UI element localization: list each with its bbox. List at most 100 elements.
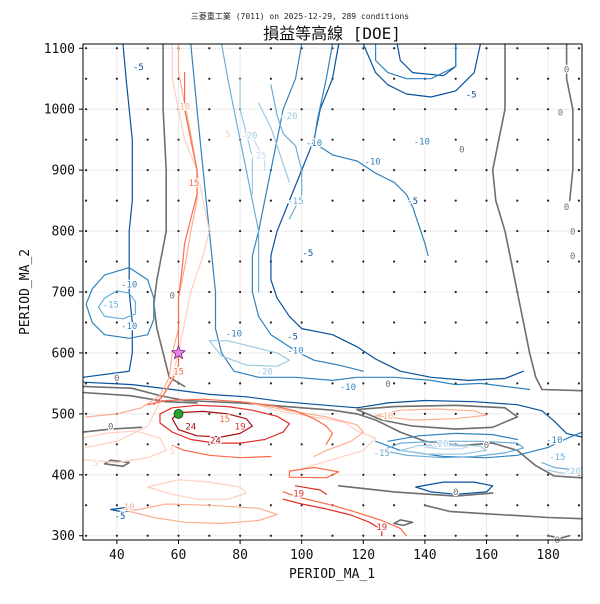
contour-label: -10 bbox=[121, 281, 137, 291]
doe-point bbox=[331, 229, 334, 233]
doe-point bbox=[454, 260, 457, 263]
doe-point bbox=[269, 77, 272, 80]
doe-point bbox=[146, 229, 149, 233]
doe-point bbox=[146, 321, 149, 324]
doe-point bbox=[516, 382, 519, 385]
doe-point bbox=[362, 534, 365, 537]
contour-line-neg10 bbox=[387, 432, 518, 442]
doe-point bbox=[577, 473, 581, 476]
contour-label: 0 bbox=[453, 488, 458, 498]
doe-point bbox=[547, 473, 550, 476]
doe-point bbox=[84, 412, 88, 415]
doe-point bbox=[208, 260, 211, 263]
doe-point bbox=[362, 382, 365, 385]
contour-line-neg20 bbox=[208, 340, 290, 367]
doe-point bbox=[362, 77, 365, 80]
contour-line-neg20 bbox=[258, 102, 290, 183]
doe-point bbox=[577, 229, 581, 233]
doe-point bbox=[485, 169, 488, 172]
contour-label: 10 bbox=[179, 103, 190, 113]
doe-point bbox=[331, 138, 334, 141]
doe-point bbox=[115, 169, 118, 172]
contour-line-neg25 bbox=[424, 445, 469, 450]
contour-line-neg15 bbox=[381, 440, 525, 459]
doe-point bbox=[547, 351, 550, 355]
doe-point bbox=[238, 382, 242, 385]
doe-point bbox=[331, 443, 334, 446]
contour-label: 24 bbox=[210, 437, 221, 447]
doe-point bbox=[300, 77, 303, 80]
contour-label: 0 bbox=[555, 536, 560, 546]
current-point-marker bbox=[170, 344, 187, 360]
doe-point bbox=[238, 290, 242, 294]
doe-point bbox=[208, 321, 211, 324]
x-tick-label: 160 bbox=[475, 548, 498, 563]
y-tick-label: 400 bbox=[52, 468, 75, 483]
doe-point bbox=[84, 138, 88, 141]
x-tick-label: 180 bbox=[536, 548, 559, 563]
doe-point bbox=[423, 290, 427, 294]
doe-point bbox=[362, 260, 365, 263]
doe-point bbox=[485, 77, 488, 80]
doe-point bbox=[146, 199, 149, 202]
contour-line-neg15 bbox=[97, 290, 136, 320]
contour-line-24 bbox=[171, 410, 253, 438]
doe-point bbox=[84, 443, 88, 446]
doe-point bbox=[146, 260, 149, 263]
doe-point bbox=[362, 108, 365, 111]
doe-point bbox=[362, 321, 365, 324]
doe-point bbox=[269, 108, 272, 111]
doe-point bbox=[423, 534, 427, 537]
doe-point bbox=[331, 382, 334, 385]
doe-point bbox=[362, 473, 365, 476]
contour-label: -10 bbox=[306, 139, 322, 149]
x-tick-label: 120 bbox=[352, 548, 375, 563]
doe-point bbox=[362, 229, 365, 233]
contour-label: -5 bbox=[115, 512, 126, 522]
doe-point bbox=[115, 199, 118, 202]
doe-point bbox=[238, 473, 242, 476]
doe-point bbox=[238, 443, 242, 446]
doe-point bbox=[577, 169, 581, 172]
contour-line-neg15 bbox=[541, 462, 583, 471]
doe-point bbox=[146, 290, 149, 294]
doe-point bbox=[393, 77, 396, 80]
contour-line-0 bbox=[547, 534, 571, 539]
doe-point bbox=[454, 169, 457, 172]
doe-point bbox=[577, 108, 581, 111]
doe-point bbox=[362, 412, 365, 415]
contour-line-0 bbox=[356, 404, 519, 430]
doe-point bbox=[393, 229, 396, 233]
contour-line-19 bbox=[282, 498, 383, 537]
x-tick-label: 80 bbox=[232, 548, 248, 563]
doe-point bbox=[300, 108, 303, 111]
doe-point bbox=[423, 321, 427, 324]
contour-label: 0 bbox=[484, 441, 489, 451]
doe-point bbox=[331, 351, 334, 355]
contour-line-5 bbox=[85, 43, 210, 448]
doe-point bbox=[146, 169, 149, 172]
doe-point bbox=[393, 108, 396, 111]
doe-point bbox=[300, 321, 303, 324]
doe-point bbox=[547, 229, 550, 233]
doe-point bbox=[516, 229, 519, 233]
contour-label: 0 bbox=[570, 252, 575, 262]
doe-point bbox=[269, 47, 272, 50]
doe-point bbox=[485, 108, 488, 111]
y-tick-label: 500 bbox=[52, 407, 75, 422]
doe-point bbox=[454, 534, 457, 537]
doe-point bbox=[269, 138, 272, 141]
doe-point bbox=[577, 351, 581, 355]
doe-point bbox=[300, 443, 303, 446]
doe-point bbox=[393, 169, 396, 172]
doe-point bbox=[454, 351, 457, 355]
doe-point bbox=[577, 382, 581, 385]
doe-point bbox=[423, 199, 427, 202]
doe-point bbox=[300, 382, 303, 385]
doe-point bbox=[146, 412, 149, 415]
doe-point bbox=[393, 382, 396, 385]
doe-point bbox=[331, 321, 334, 324]
doe-point bbox=[300, 260, 303, 263]
doe-point bbox=[577, 321, 581, 324]
